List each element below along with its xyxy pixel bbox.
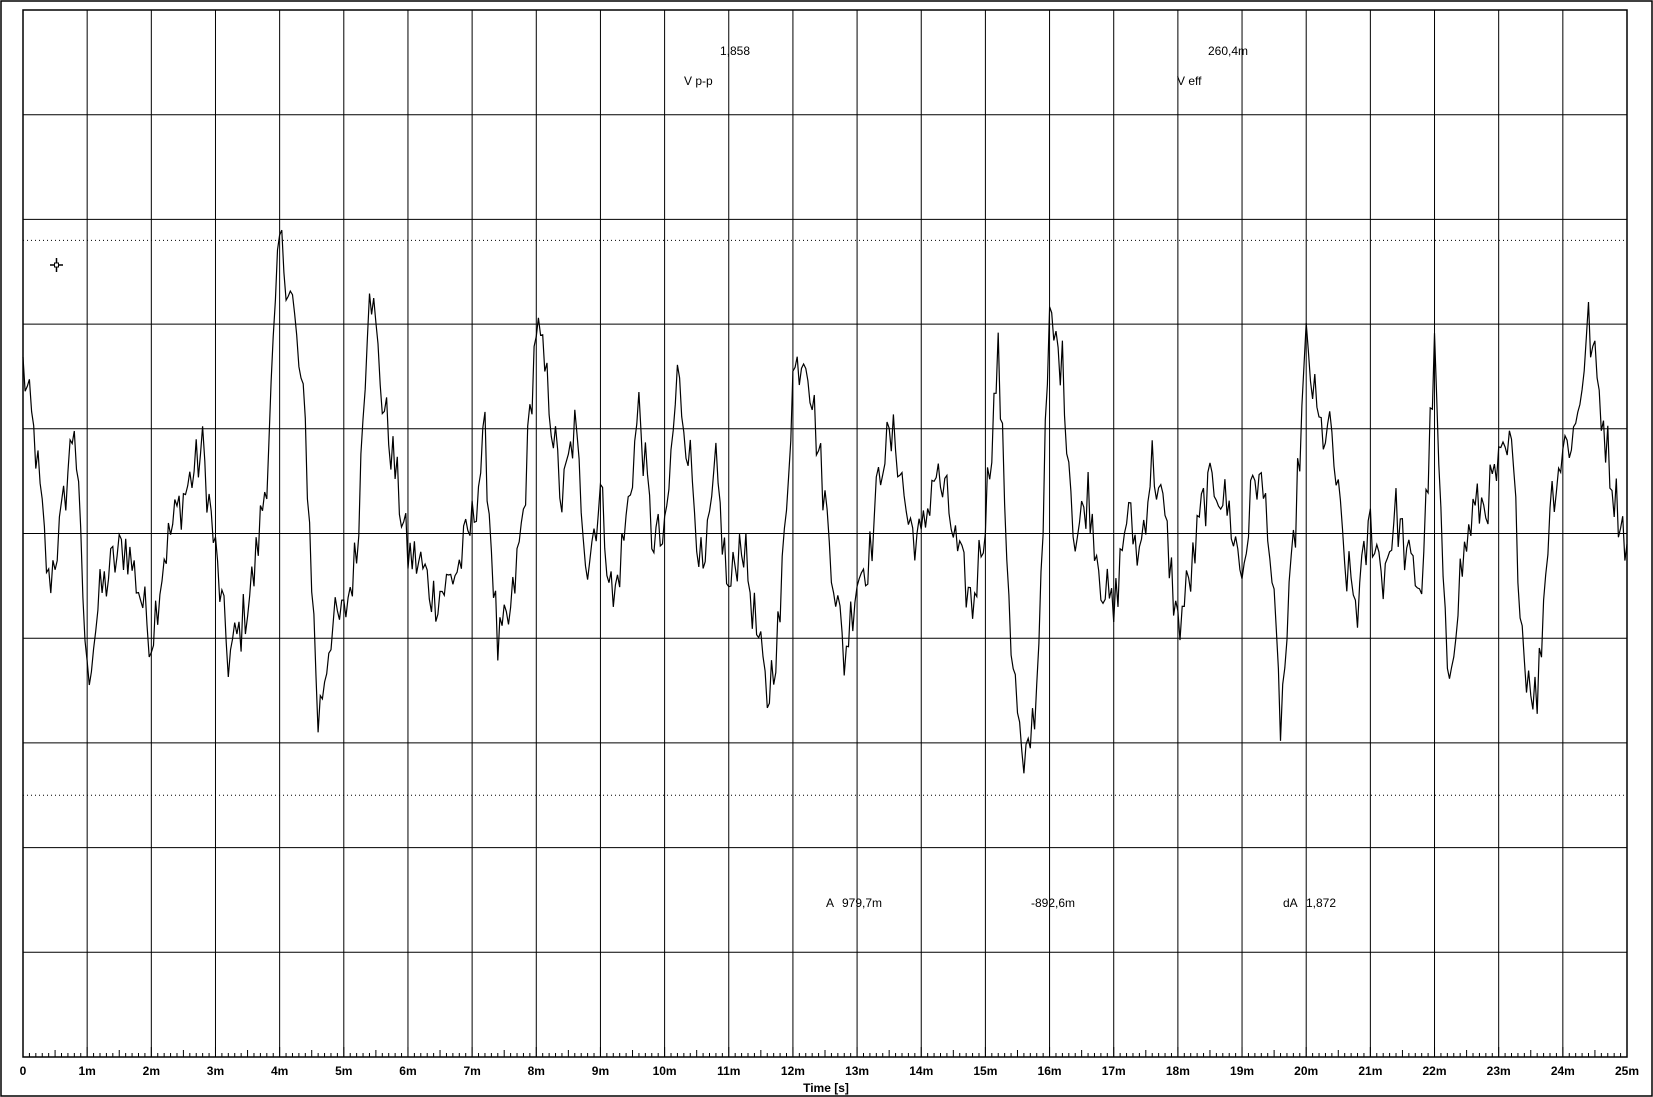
x-tick-label: 1m <box>78 1064 95 1078</box>
x-tick-label: 5m <box>335 1064 352 1078</box>
vpp-label: V p-p <box>684 74 713 88</box>
x-tick-label: 13m <box>845 1064 869 1078</box>
veff-value: 260,4m <box>1208 44 1248 58</box>
x-tick-label: 16m <box>1038 1064 1062 1078</box>
crosshair-icon <box>50 258 63 272</box>
plot-frame <box>22 9 1628 1058</box>
x-tick-label: 3m <box>207 1064 224 1078</box>
x-tick-label: 2m <box>143 1064 160 1078</box>
reference-lines <box>23 239 1627 796</box>
x-tick-label: 9m <box>592 1064 609 1078</box>
vpp-value: 1,858 <box>720 44 750 58</box>
x-tick-label: 23m <box>1487 1064 1511 1078</box>
x-tick-label: 12m <box>781 1064 805 1078</box>
x-tick-label: 8m <box>528 1064 545 1078</box>
signal-trace <box>22 229 1628 774</box>
grid-lines <box>23 10 1627 1057</box>
x-tick-label: 24m <box>1551 1064 1575 1078</box>
x-axis-tick-labels: 0 1m 2m 3m 4m 5m 6m 7m 8m 9m 10m 11m 12m 13m 14m 15m 16m… <box>20 1064 1639 1078</box>
x-tick-label: 22m <box>1423 1064 1447 1078</box>
cursor-a-value: 979,7m <box>842 896 882 910</box>
x-tick-label: 17m <box>1102 1064 1126 1078</box>
x-tick-label: 18m <box>1166 1064 1190 1078</box>
x-tick-label: 11m <box>717 1064 740 1078</box>
delta-label: dA <box>1283 896 1298 910</box>
x-axis-title: Time [s] <box>803 1081 849 1095</box>
x-tick-label: 15m <box>973 1064 997 1078</box>
x-tick-label: 10m <box>653 1064 677 1078</box>
cursor-a-label: A <box>826 896 834 910</box>
x-tick-label: 0 <box>20 1064 27 1078</box>
x-tick-label: 20m <box>1294 1064 1318 1078</box>
x-tick-label: 6m <box>399 1064 416 1078</box>
x-tick-label: 14m <box>909 1064 933 1078</box>
x-tick-label: 25m <box>1615 1064 1639 1078</box>
x-tick-label: 19m <box>1230 1064 1254 1078</box>
veff-label: V eff <box>1177 74 1202 88</box>
cursor-b-value: -892,6m <box>1031 896 1075 910</box>
x-tick-label: 4m <box>271 1064 288 1078</box>
x-tick-label: 21m <box>1358 1064 1382 1078</box>
x-tick-label: 7m <box>463 1064 480 1078</box>
delta-value: 1,872 <box>1306 896 1336 910</box>
